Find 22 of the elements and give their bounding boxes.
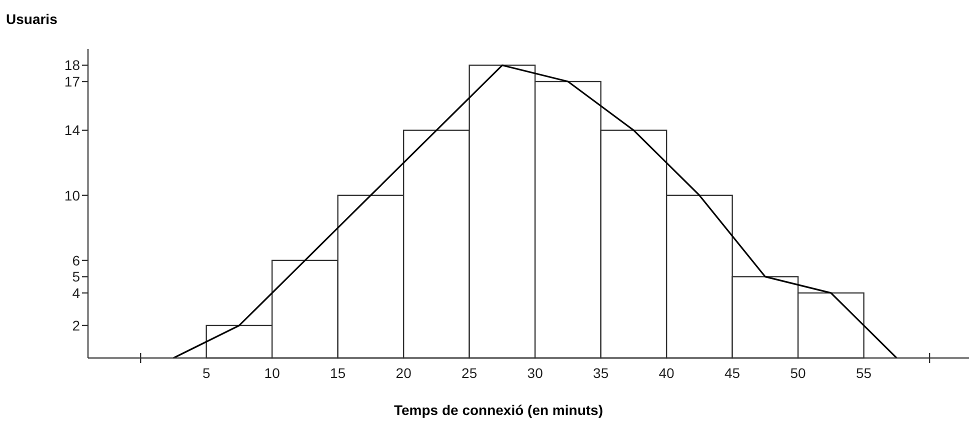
y-tick-label: 18: [64, 57, 80, 74]
x-tick-label: 20: [396, 365, 412, 381]
y-tick-label: 17: [64, 73, 80, 90]
x-tick-label: 25: [462, 365, 478, 381]
y-tick-label: 6: [72, 252, 80, 268]
y-tick-label: 5: [72, 268, 80, 285]
y-tick-label: 2: [72, 317, 80, 334]
y-axis-title: Usuaris: [6, 11, 58, 27]
y-tick-label: 10: [64, 187, 80, 204]
x-tick-label: 10: [264, 365, 280, 381]
y-tick-label: 14: [64, 122, 80, 138]
x-axis-title: Temps de connexió (en minuts): [394, 402, 603, 418]
x-tick-label: 30: [527, 365, 544, 381]
line-series: [172, 64, 898, 359]
x-tick-label: 35: [593, 365, 609, 381]
x-tick-label: 55: [856, 365, 872, 381]
x-tick-label: 5: [202, 365, 210, 381]
x-tick-label: 15: [330, 365, 346, 381]
x-tick-label: 40: [658, 365, 675, 381]
x-tick-label: 50: [790, 365, 806, 381]
x-tick-label: 45: [724, 365, 740, 381]
y-tick-label: 4: [72, 284, 80, 301]
